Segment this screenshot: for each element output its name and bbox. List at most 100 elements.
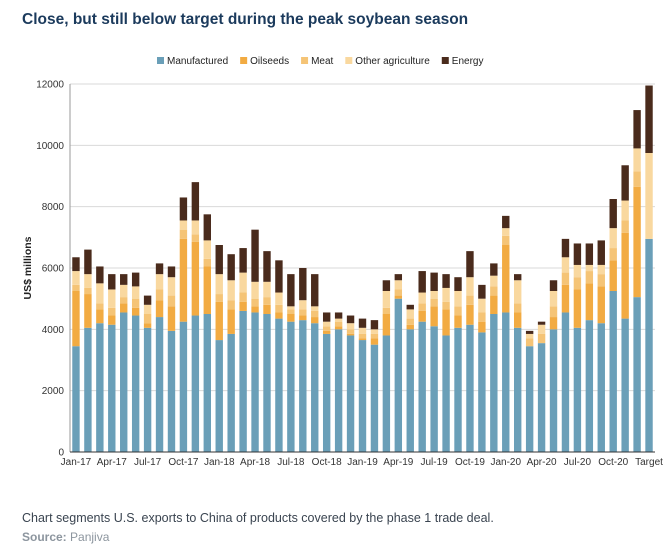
bar-segment [143,295,152,305]
bar-segment [275,304,283,313]
bar-segment [84,294,92,328]
y-tick-label: 12000 [36,80,64,91]
bar-segment [251,312,259,452]
bar-segment [334,312,343,319]
bar-segment [430,326,438,452]
legend-label: Manufactured [167,56,228,67]
bar-segment [466,295,474,305]
bar-segment [442,287,450,302]
bar-segment [621,220,629,233]
bar-segment [72,284,80,291]
bar-segment [179,197,188,221]
bar-segment [251,281,259,299]
bar-segment [179,238,188,322]
bar-segment [203,266,211,314]
bar-segment [525,333,534,339]
bar-segment [84,249,92,275]
bar-segment [203,258,211,267]
bar-segment [167,295,176,307]
x-tick-label: Target [635,457,663,468]
y-tick-label: 4000 [42,325,65,336]
bar-segment [609,199,617,229]
x-tick-label: Oct-20 [598,457,628,468]
bar-segment [203,240,211,259]
chart-source: Source: Panjiva [22,530,109,544]
bar-segment [585,320,594,452]
bar-segment [502,228,510,236]
x-tick-label: Jan-20 [490,457,521,468]
bar-segment [621,200,629,221]
bar-segment [394,280,403,290]
x-tick-label: Apr-17 [97,457,127,468]
bar-segment [370,333,379,339]
bar-segment [442,335,450,452]
bar-segment [287,274,295,307]
bar-segment [454,277,462,291]
y-tick-label: 0 [58,448,64,459]
bar-segment [143,323,152,328]
bar-segment [573,289,582,328]
bar-segment [525,346,534,452]
bar-segment [645,238,653,452]
bar-segment [120,284,128,298]
bar-segment [96,303,104,310]
bar-segment [633,297,641,452]
bar-segment [275,318,283,452]
bar-segment [418,271,426,293]
bar-segment [108,315,116,325]
bar-segment [537,333,546,344]
bar-segment [382,314,391,336]
legend-label: Other agriculture [355,56,430,67]
bar-segment [442,309,450,336]
bar-segment [311,317,319,324]
x-tick-label: Jan-17 [61,457,92,468]
source-label: Source: [22,530,67,544]
bar-segment [597,323,605,452]
bar-segment [322,321,331,327]
bar-segment [406,304,414,310]
legend-swatch [345,57,353,64]
bar-segment [108,274,116,290]
bar-segment [597,240,605,265]
bar-segment [203,214,211,241]
bar-segment [215,245,223,275]
bar-segment [490,295,498,314]
bar-segment [131,298,140,308]
bar-segment [84,274,92,288]
bar-segment [406,324,414,330]
legend-label: Energy [452,56,484,67]
legend-swatch [441,57,449,64]
bar-segment [609,260,617,291]
bar-segment [358,333,367,339]
chart-title: Close, but still below target during the… [22,11,469,28]
bar-segment [155,289,164,301]
bar-segment [478,298,486,313]
bar-segment [263,297,271,305]
bar-segment [191,234,200,242]
bar-segment [394,298,403,452]
bar-segment [239,301,247,311]
bar-segment [382,280,391,291]
y-tick-label: 8000 [42,202,65,213]
bar-segment [167,277,176,296]
x-tick-label: Jul-20 [564,457,592,468]
x-tick-label: Oct-17 [168,457,198,468]
y-axis-label: US$ millions [22,236,34,299]
bar-segment [322,312,331,322]
bar-segment [514,303,522,313]
bar-segment [227,300,235,310]
bar-segment [358,340,367,452]
bar-segment [311,274,319,307]
bar-segment [490,263,498,276]
stacked-bar-chart: Manufactured Oilseeds Meat Other agricultur… [22,56,663,468]
bar-segment [549,306,558,318]
bar-segment [370,338,379,345]
bar-segment [143,314,152,324]
bar-segment [514,274,522,281]
bar-segment [466,277,474,296]
bar-segment [96,283,104,304]
x-tick-label: Apr-18 [240,457,270,468]
bar-segment [334,318,343,322]
bar-segment [585,283,594,321]
bar-segment [382,291,391,308]
